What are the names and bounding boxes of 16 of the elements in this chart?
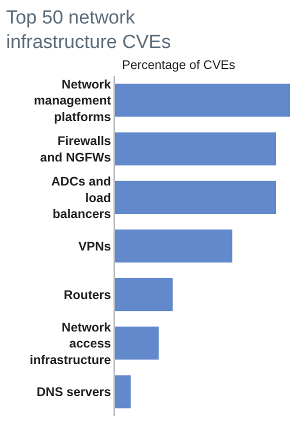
bar xyxy=(115,229,232,263)
y-tick-label: Network access infrastructure xyxy=(30,320,112,367)
y-tick-label: ADCs and load balancers xyxy=(51,174,112,222)
bar xyxy=(115,132,276,166)
bar xyxy=(115,84,290,117)
y-tick-label: Network management platforms xyxy=(34,77,112,124)
bar xyxy=(115,278,173,312)
y-tick-label: Routers xyxy=(64,288,112,302)
y-tick-label: VPNs xyxy=(78,239,112,254)
x-axis-title: Percentage of CVEs xyxy=(122,58,236,72)
y-tick-label: DNS servers xyxy=(36,385,112,400)
chart-title: Top 50 network infrastructure CVEs xyxy=(6,7,171,54)
bar xyxy=(115,375,131,408)
bar xyxy=(115,326,159,360)
bar xyxy=(115,180,276,214)
y-tick-label: Firewalls and NGFWs xyxy=(40,134,112,164)
